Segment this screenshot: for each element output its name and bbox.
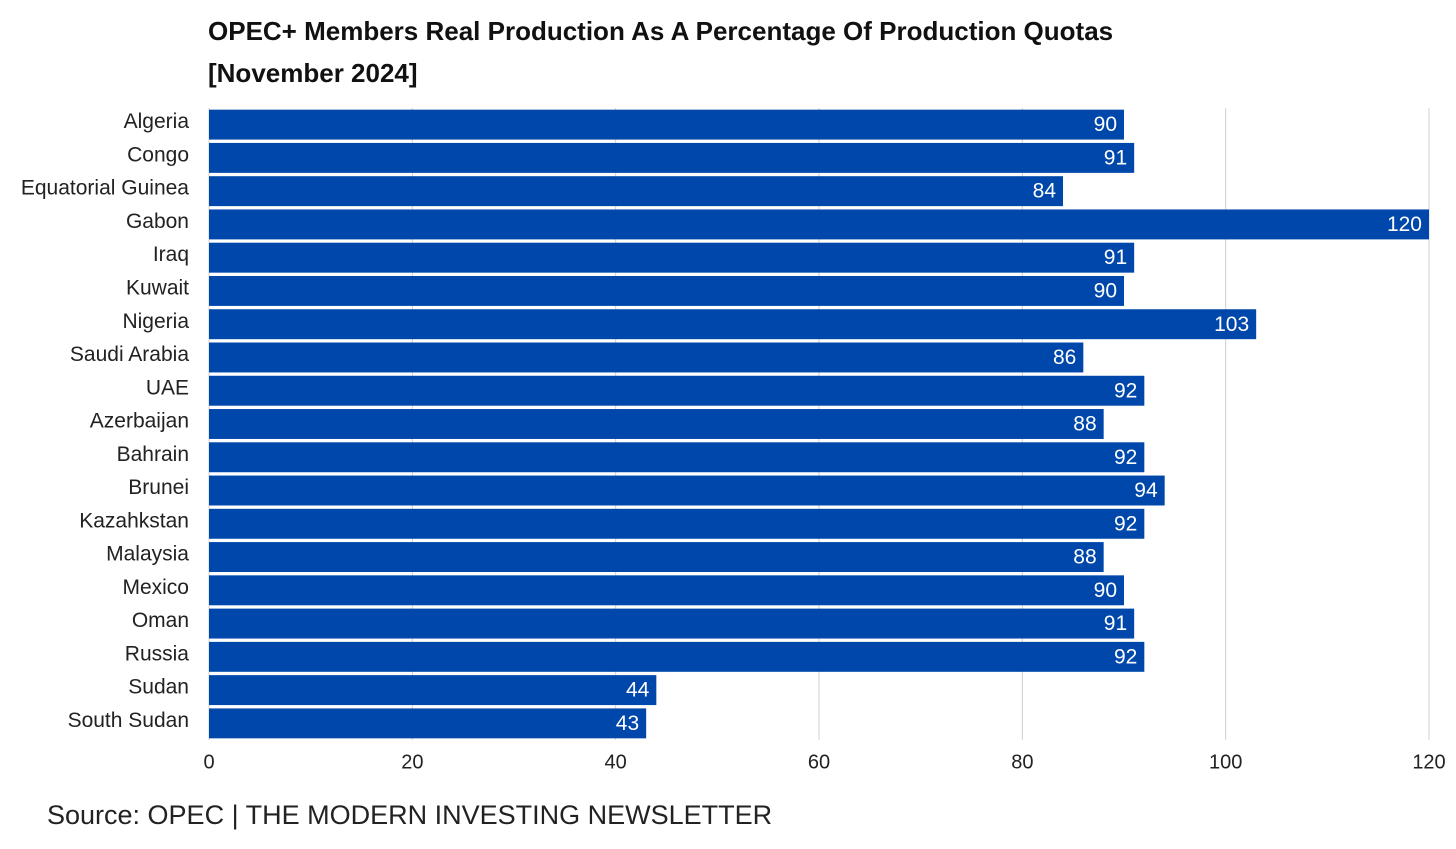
bar [209, 675, 657, 706]
bar [209, 209, 1429, 240]
x-tick-label: 0 [203, 751, 214, 773]
value-label: 91 [1104, 146, 1127, 169]
y-tick-label: Nigeria [122, 310, 189, 333]
x-tick-label: 120 [1412, 751, 1445, 773]
y-tick-label: Kuwait [126, 276, 189, 299]
value-label: 92 [1114, 512, 1137, 535]
x-tick-label: 40 [605, 751, 627, 773]
value-label: 120 [1387, 213, 1422, 236]
y-tick-label: Algeria [124, 110, 190, 133]
y-tick-label: Russia [125, 642, 190, 665]
x-tick-label: 80 [1011, 751, 1033, 773]
y-tick-label: Gabon [126, 210, 189, 233]
value-label: 90 [1094, 279, 1117, 302]
value-label: 91 [1104, 612, 1127, 635]
value-label: 92 [1114, 379, 1137, 402]
x-tick-label: 100 [1209, 751, 1242, 773]
x-tick-label: 20 [401, 751, 423, 773]
value-label: 90 [1094, 113, 1117, 136]
y-tick-label: Congo [127, 143, 189, 166]
bar [209, 275, 1124, 306]
value-label: 88 [1073, 546, 1096, 569]
y-tick-label: Malaysia [106, 543, 189, 566]
y-tick-label: Iraq [153, 243, 189, 266]
bar [209, 375, 1145, 406]
y-tick-label: Oman [132, 609, 189, 632]
bar [209, 142, 1135, 173]
bar [209, 575, 1124, 606]
y-tick-label: Sudan [128, 676, 189, 699]
y-tick-label: Brunei [128, 476, 189, 499]
y-tick-label: Kazahkstan [79, 509, 189, 532]
value-label: 94 [1134, 479, 1158, 502]
bar [209, 109, 1124, 140]
y-tick-label: South Sudan [68, 709, 189, 732]
source-note: Source: OPEC | THE MODERN INVESTING NEWS… [47, 800, 773, 830]
bar [209, 475, 1165, 506]
bar [209, 708, 647, 739]
bar [209, 641, 1145, 672]
x-tick-label: 60 [808, 751, 830, 773]
bar [209, 508, 1145, 539]
y-tick-label: Bahrain [117, 443, 189, 466]
bar [209, 342, 1084, 373]
value-label: 103 [1214, 313, 1249, 336]
chart-title: OPEC+ Members Real Production As A Perce… [208, 16, 1114, 88]
bar [209, 409, 1104, 439]
value-label: 91 [1104, 246, 1127, 269]
bar [209, 242, 1135, 273]
value-label: 88 [1073, 413, 1096, 436]
value-label: 90 [1094, 579, 1117, 602]
bar [209, 176, 1063, 207]
bar [209, 542, 1104, 573]
value-label: 43 [616, 712, 639, 735]
value-label: 86 [1053, 346, 1076, 369]
y-tick-label: UAE [146, 376, 189, 399]
value-label: 84 [1033, 180, 1057, 203]
y-tick-label: Azerbaijan [90, 410, 189, 433]
value-label: 92 [1114, 446, 1137, 469]
y-tick-label: Mexico [122, 576, 189, 599]
bar [209, 608, 1135, 639]
value-label: 92 [1114, 645, 1137, 668]
bar [209, 309, 1257, 340]
y-tick-label: Saudi Arabia [70, 343, 189, 366]
y-tick-label: Equatorial Guinea [21, 177, 189, 200]
bar [209, 442, 1145, 473]
value-label: 44 [626, 679, 650, 702]
